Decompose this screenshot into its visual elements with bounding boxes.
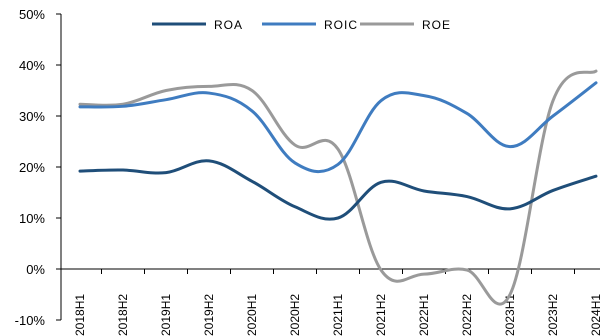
x-tick-label: 2020H2 — [288, 294, 302, 336]
y-tick-label: 40% — [19, 58, 45, 73]
y-tick-label: -10% — [15, 313, 46, 328]
x-tick-label: 2018H2 — [116, 294, 130, 336]
x-tick-label: 2018H1 — [73, 294, 87, 336]
x-tick-label: 2023H1 — [503, 294, 517, 336]
series-line-roic — [78, 81, 598, 173]
legend-label-roa: ROA — [214, 18, 243, 32]
y-tick-label: 0% — [26, 262, 45, 277]
legend-label-roic: ROIC — [324, 18, 358, 32]
x-tick-label: 2019H2 — [202, 294, 216, 336]
x-tick-label: 2021H1 — [331, 294, 345, 336]
x-tick-label: 2019H1 — [159, 294, 173, 336]
x-tick-label: 2022H2 — [460, 294, 474, 336]
legend: ROA ROIC ROE — [152, 18, 451, 32]
x-tick-label: 2024H1 — [589, 294, 603, 336]
x-tick-label: 2021H2 — [374, 294, 388, 336]
x-tick-label: 2020H1 — [245, 294, 259, 336]
x-tick-label: 2023H2 — [546, 294, 560, 336]
x-tick-label: 2022H1 — [417, 294, 431, 336]
y-tick-label: 50% — [19, 7, 45, 22]
y-tick-label: 10% — [19, 211, 45, 226]
y-tick-label: 30% — [19, 109, 45, 124]
legend-label-roe: ROE — [422, 18, 451, 32]
y-tick-label: 20% — [19, 160, 45, 175]
series-line-roe — [78, 69, 598, 306]
series-line-roa — [78, 159, 598, 221]
series-lines — [78, 69, 598, 306]
axes: -10% 0% 10% 20% 30% 40% 50% 2018H1 2018H2 2019H1 2… — [15, 7, 603, 336]
